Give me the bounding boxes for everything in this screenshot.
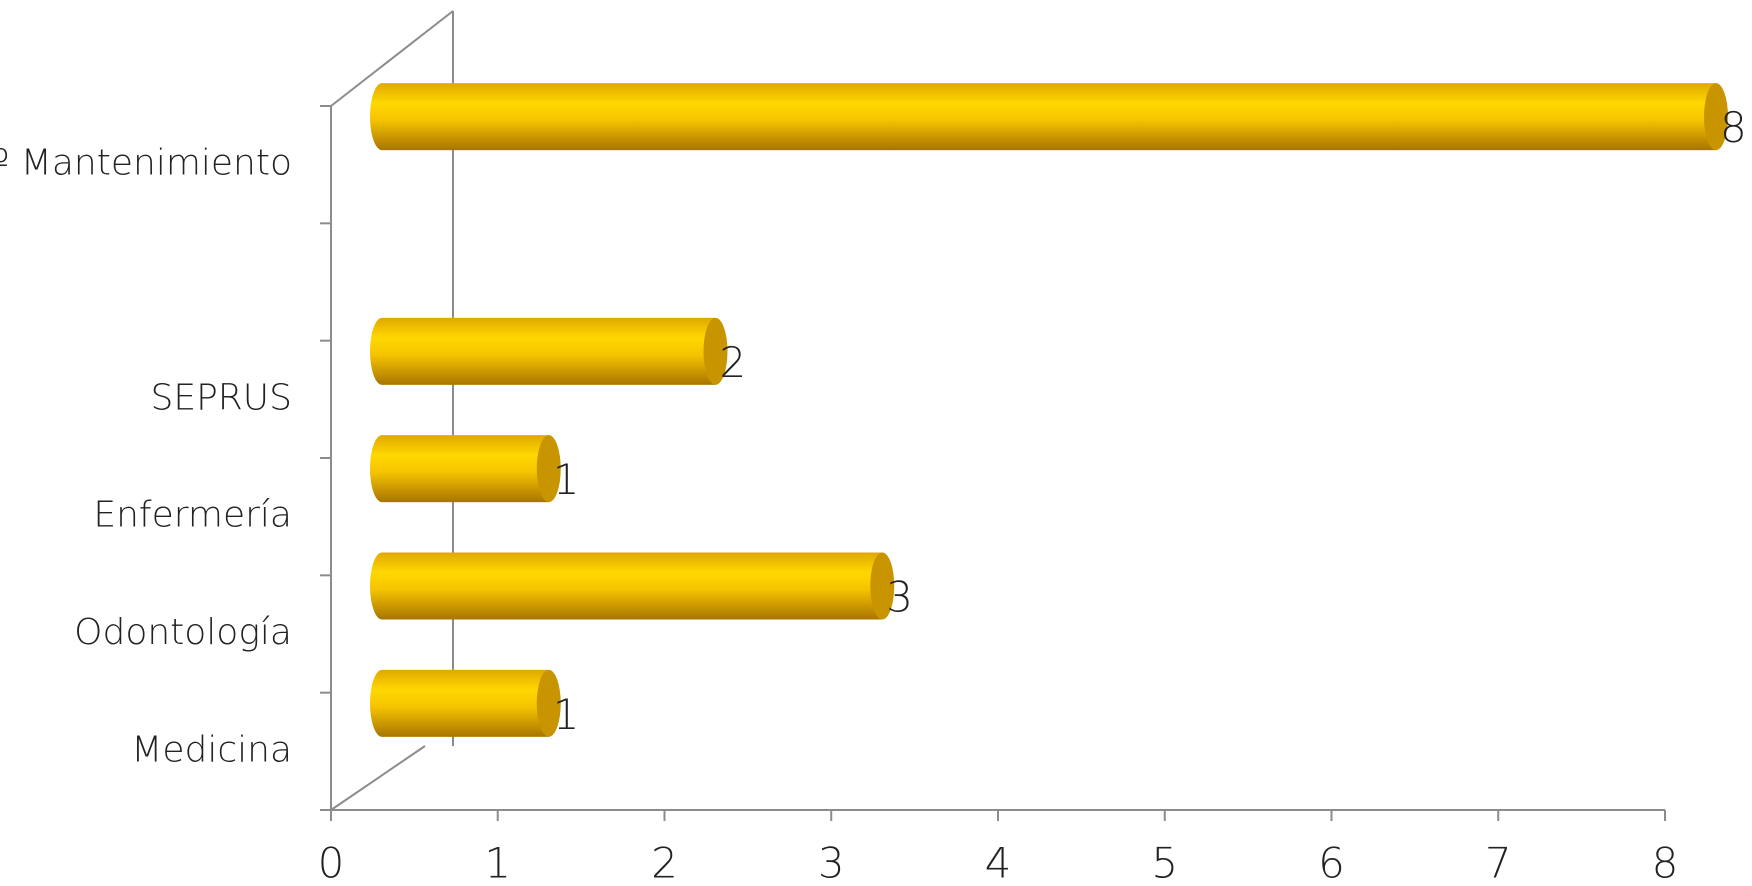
bar-cap xyxy=(870,552,895,620)
bar-cap xyxy=(370,435,394,503)
bar xyxy=(382,83,1716,151)
bar-cap xyxy=(370,317,394,385)
bar-cap xyxy=(370,83,394,151)
x-tick-label: 6 xyxy=(1318,839,1345,886)
y-tick-label: Odontología xyxy=(74,612,292,653)
y-tick-label: SEPRUS xyxy=(150,377,292,418)
y-tick-label: Medicina xyxy=(131,729,292,770)
x-tick-label: 3 xyxy=(818,839,845,886)
bar-cap xyxy=(370,552,394,620)
bar-cap xyxy=(370,669,394,737)
x-tick-label: 0 xyxy=(318,839,345,886)
bar xyxy=(382,552,883,620)
data-label: 1 xyxy=(553,455,580,504)
bar-cap xyxy=(536,669,561,737)
bar xyxy=(382,435,549,503)
bar xyxy=(382,669,549,737)
x-tick-label: 8 xyxy=(1652,839,1679,886)
bar-cap xyxy=(1704,83,1728,151)
x-tick-label: 7 xyxy=(1485,839,1512,886)
data-label: 8 xyxy=(1720,103,1747,152)
data-label: 1 xyxy=(553,690,580,739)
bar-cap xyxy=(703,317,728,385)
x-tick-label: 5 xyxy=(1151,839,1178,886)
x-tick-label: 1 xyxy=(484,839,511,886)
y-tick-label: Sº Mantenimiento xyxy=(0,143,292,184)
bar xyxy=(382,317,716,385)
x-tick-label: 2 xyxy=(651,839,678,886)
data-label: 3 xyxy=(886,573,913,622)
y-tick-label: Enfermería xyxy=(93,495,292,536)
data-label: 2 xyxy=(720,338,747,387)
bar-cap xyxy=(536,435,561,503)
x-tick-label: 4 xyxy=(985,839,1012,886)
